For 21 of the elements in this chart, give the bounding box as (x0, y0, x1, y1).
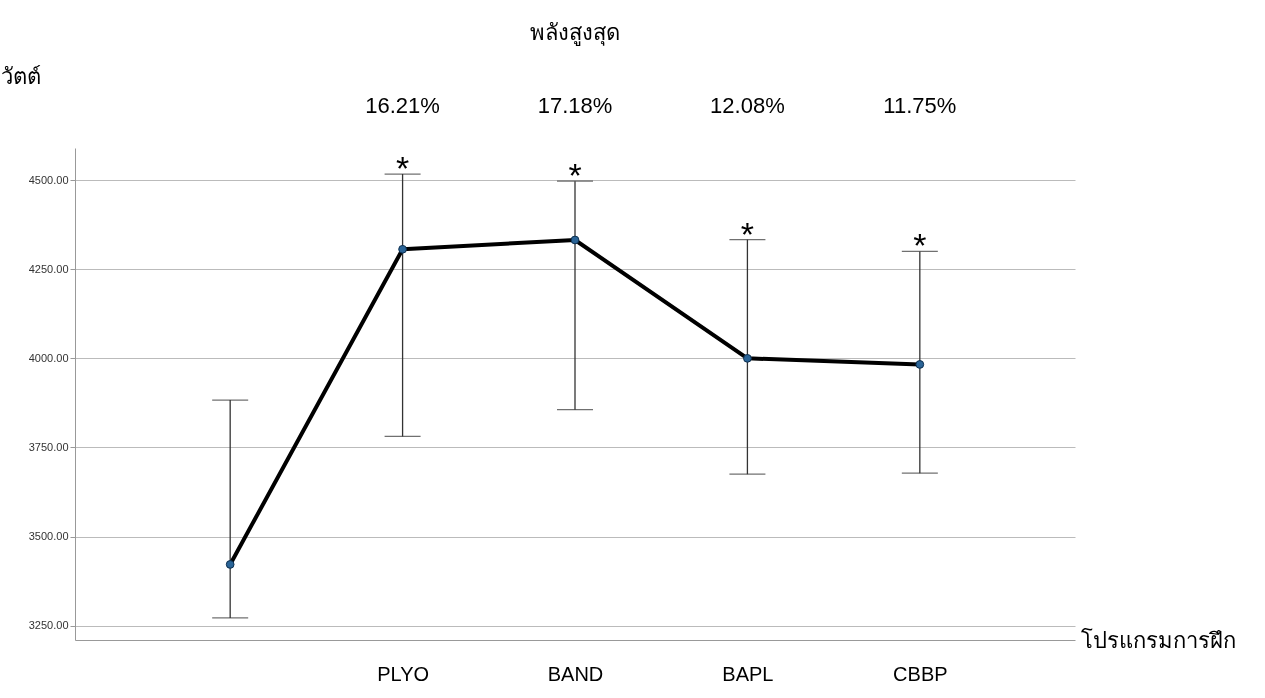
y-axis-title: วัตต์ (0, 63, 41, 89)
y-tick-label: 3250.00 (28, 619, 69, 632)
text: 16.21% (365, 93, 440, 118)
text: 11.75% (883, 93, 957, 118)
chart-title: พลังสูงสุด (530, 20, 620, 46)
annotation: * (395, 149, 410, 188)
x-tick-label: BAND (547, 662, 604, 685)
annotation: * (740, 214, 755, 253)
text: 12.08% (710, 93, 785, 118)
x-tick-label: PLYO (377, 662, 430, 685)
x-tick-label: BAPL (722, 662, 774, 685)
annotation: * (913, 226, 927, 265)
y-tick-label: 4250.00 (28, 262, 69, 275)
annotation: * (568, 156, 582, 195)
text: 17.18% (537, 93, 613, 118)
y-tick-label: 4000.00 (28, 351, 69, 364)
y-tick-label: 3500.00 (28, 530, 69, 543)
y-tick-label: 3750.00 (28, 440, 69, 453)
x-tick-label: CBBP (893, 662, 948, 685)
y-tick-label: 4500.00 (28, 173, 69, 186)
x-axis-title: โปรแกรมการฝึก (1080, 627, 1236, 653)
